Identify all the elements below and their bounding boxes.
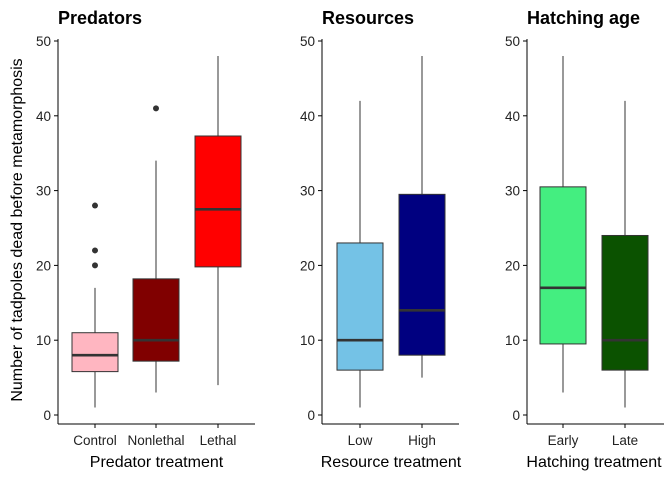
y-tick-label: 0 xyxy=(307,408,315,423)
x-tick-label: High xyxy=(408,433,436,448)
y-tick-label: 10 xyxy=(505,333,520,348)
iqr-box xyxy=(132,278,180,362)
box-late xyxy=(601,100,649,408)
x-axis-label: Predator treatment xyxy=(90,454,224,471)
box-control xyxy=(71,202,119,408)
y-tick-label: 50 xyxy=(300,34,315,49)
x-axis-label: Hatching treatment xyxy=(526,454,662,471)
x-tick-label: Low xyxy=(348,433,373,448)
box-high xyxy=(398,55,446,378)
outlier-point xyxy=(92,262,98,269)
x-tick-label: Lethal xyxy=(200,433,237,448)
iqr-box xyxy=(398,193,446,356)
y-tick-label: 20 xyxy=(36,258,51,273)
panel-hatching-age: Hatching age 0 10 20 30 40 50 Early Late Hatching… xyxy=(505,8,664,471)
y-tick-label: 0 xyxy=(512,408,520,423)
x-tick-label: Control xyxy=(73,433,117,448)
iqr-box xyxy=(194,135,242,268)
y-tick-label: 40 xyxy=(300,109,315,124)
x-tick-label: Nonlethal xyxy=(127,433,184,448)
panel-title: Hatching age xyxy=(527,8,640,28)
y-tick-label: 0 xyxy=(43,408,51,423)
y-tick-label: 10 xyxy=(300,333,315,348)
box-early xyxy=(539,55,587,393)
y-tick-label: 10 xyxy=(36,333,51,348)
iqr-box xyxy=(71,332,119,373)
y-tick-label: 50 xyxy=(505,34,520,49)
iqr-box xyxy=(336,242,384,371)
x-axis-label: Resource treatment xyxy=(321,454,462,471)
y-axis-label: Number of tadpoles dead before metamorph… xyxy=(9,58,26,401)
x-tick-label: Early xyxy=(548,433,579,448)
panel-predators: Predators 0 10 20 30 40 50 Control Nonlethal Leth… xyxy=(36,8,255,471)
y-tick-label: 40 xyxy=(36,109,51,124)
y-tick-label: 40 xyxy=(505,109,520,124)
x-tick-label: Late xyxy=(612,433,638,448)
y-tick-label: 20 xyxy=(505,258,520,273)
iqr-box xyxy=(539,186,587,345)
y-tick-label: 50 xyxy=(36,34,51,49)
y-tick-label: 30 xyxy=(300,184,315,199)
outlier-point xyxy=(153,105,159,112)
y-tick-label: 30 xyxy=(36,184,51,199)
iqr-box xyxy=(601,234,649,371)
panel-title: Resources xyxy=(322,8,414,28)
y-tick-label: 20 xyxy=(300,258,315,273)
y-tick-label: 30 xyxy=(505,184,520,199)
box-lethal xyxy=(194,55,242,386)
outlier-point xyxy=(92,247,98,254)
outlier-point xyxy=(92,202,98,209)
panel-title: Predators xyxy=(58,8,142,28)
box-low xyxy=(336,100,384,408)
box-nonlethal xyxy=(132,105,180,393)
panel-resources: Resources 0 10 20 30 40 50 Low High Resource trea… xyxy=(300,8,462,471)
